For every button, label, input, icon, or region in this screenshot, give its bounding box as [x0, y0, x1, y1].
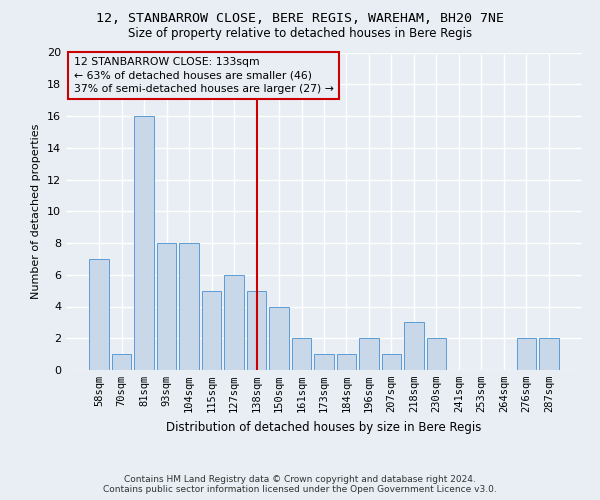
Text: Contains HM Land Registry data © Crown copyright and database right 2024.
Contai: Contains HM Land Registry data © Crown c… [103, 474, 497, 494]
Bar [427, 338, 446, 370]
Bar [539, 338, 559, 370]
Bar [89, 259, 109, 370]
Text: 12, STANBARROW CLOSE, BERE REGIS, WAREHAM, BH20 7NE: 12, STANBARROW CLOSE, BERE REGIS, WAREHA… [96, 12, 504, 26]
Bar [382, 354, 401, 370]
X-axis label: Distribution of detached houses by size in Bere Regis: Distribution of detached houses by size … [166, 420, 482, 434]
Bar [157, 243, 176, 370]
Bar [517, 338, 536, 370]
Bar [337, 354, 356, 370]
Bar [314, 354, 334, 370]
Bar [202, 290, 221, 370]
Text: 12 STANBARROW CLOSE: 133sqm
← 63% of detached houses are smaller (46)
37% of sem: 12 STANBARROW CLOSE: 133sqm ← 63% of det… [74, 58, 334, 94]
Text: Size of property relative to detached houses in Bere Regis: Size of property relative to detached ho… [128, 28, 472, 40]
Bar [292, 338, 311, 370]
Bar [404, 322, 424, 370]
Bar [247, 290, 266, 370]
Bar [269, 306, 289, 370]
Bar [134, 116, 154, 370]
Y-axis label: Number of detached properties: Number of detached properties [31, 124, 41, 299]
Bar [224, 275, 244, 370]
Bar [179, 243, 199, 370]
Bar [112, 354, 131, 370]
Bar [359, 338, 379, 370]
